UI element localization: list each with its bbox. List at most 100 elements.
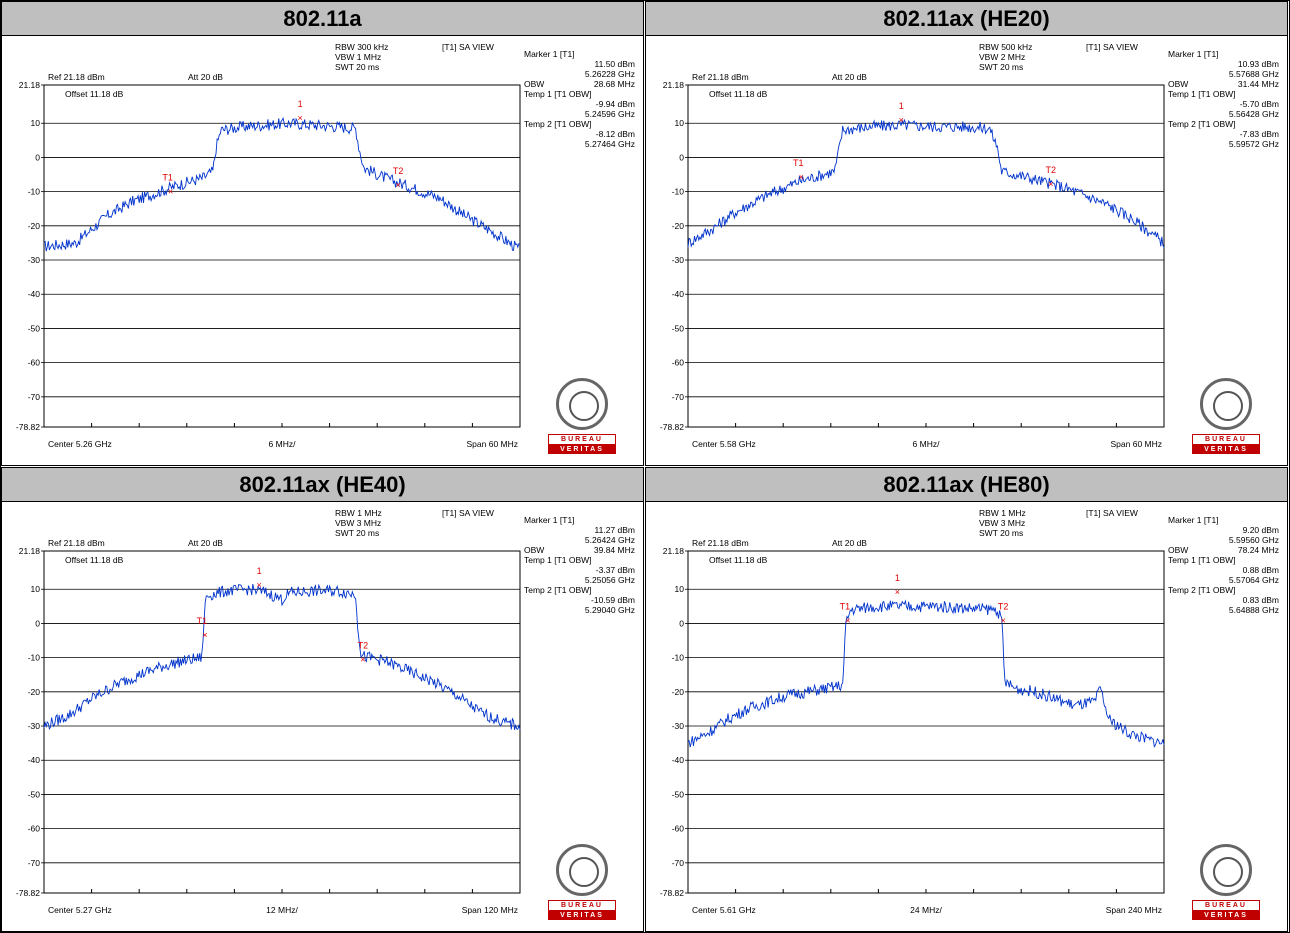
y-tick-label: -20 bbox=[672, 687, 685, 697]
view-label: [T1] SA VIEW bbox=[442, 508, 494, 518]
sweep-setting: VBW 3 MHz bbox=[979, 518, 1025, 528]
spectrum-panel-he20: 802.11ax (HE20) 21.18 10 0 -10 -20 -30 -40 -50 -… bbox=[645, 1, 1288, 466]
y-tick-label: -40 bbox=[672, 755, 685, 765]
y-tick-label: 21.18 bbox=[663, 80, 685, 90]
plot-body: 21.18 10 0 -10 -20 -30 -40 -50 -60 -70 -78.82 RBW 3… bbox=[2, 36, 643, 465]
marker-point: × bbox=[1000, 616, 1005, 626]
marker-readout-header: Temp 2 [T1 OBW] bbox=[524, 585, 592, 595]
sweep-setting: SWT 20 ms bbox=[979, 62, 1023, 72]
y-tick-label: -70 bbox=[672, 392, 685, 402]
marker-readout-header: Temp 1 [T1 OBW] bbox=[1168, 555, 1236, 565]
spectrum-plot: 21.18 10 0 -10 -20 -30 -40 -50 -60 -70 -78.82 RBW 5… bbox=[660, 42, 1279, 449]
marker-readout-value: 0.88 dBm bbox=[1243, 565, 1279, 575]
marker-readout-value: 9.20 dBm bbox=[1243, 525, 1279, 535]
panel-title: 802.11a bbox=[2, 2, 643, 36]
marker-readout-header: Marker 1 [T1] bbox=[524, 515, 575, 525]
y-tick-label: 0 bbox=[35, 152, 40, 162]
seal-icon bbox=[556, 844, 608, 896]
bureau-veritas-logo: BUREAU VERITAS bbox=[1192, 844, 1260, 920]
marker-readout-value: 5.26228 GHz bbox=[585, 69, 635, 79]
y-tick-label: -10 bbox=[672, 187, 685, 197]
freq-per-div-label: 6 MHz/ bbox=[913, 439, 941, 449]
seal-icon bbox=[1200, 844, 1252, 896]
y-tick-label: -78.82 bbox=[16, 888, 40, 898]
bureau-veritas-logo: BUREAU VERITAS bbox=[548, 844, 616, 920]
spectrum-trace bbox=[43, 583, 521, 730]
marker-readout-value: 5.29040 GHz bbox=[585, 605, 635, 615]
ref-label: Ref 21.18 dBm bbox=[692, 72, 749, 82]
obw-value: 78.24 MHz bbox=[1238, 545, 1279, 555]
plot-body: 21.18 10 0 -10 -20 -30 -40 -50 -60 -70 -78.82 RBW 1… bbox=[646, 502, 1287, 931]
y-tick-label: 10 bbox=[675, 584, 685, 594]
offset-label: Offset 11.18 dB bbox=[65, 89, 124, 99]
panel-title: 802.11ax (HE80) bbox=[646, 468, 1287, 502]
sweep-setting: VBW 2 MHz bbox=[979, 52, 1025, 62]
y-tick-label: -30 bbox=[672, 255, 685, 265]
marker-readout-value: 5.57064 GHz bbox=[1229, 575, 1279, 585]
marker-label: T2 bbox=[998, 602, 1009, 612]
marker-readout-header: Temp 2 [T1 OBW] bbox=[1168, 119, 1236, 129]
marker-readout-header: Temp 1 [T1 OBW] bbox=[1168, 89, 1236, 99]
att-label: Att 20 dB bbox=[188, 72, 223, 82]
y-tick-label: -60 bbox=[672, 358, 685, 368]
marker-readout-header: Marker 1 [T1] bbox=[1168, 49, 1219, 59]
center-freq-label: Center 5.61 GHz bbox=[692, 905, 756, 915]
offset-label: Offset 11.18 dB bbox=[709, 89, 768, 99]
view-label: [T1] SA VIEW bbox=[442, 42, 494, 52]
y-tick-label: -78.82 bbox=[660, 888, 684, 898]
marker-label: T2 bbox=[393, 166, 404, 176]
bureau-veritas-logo: BUREAU VERITAS bbox=[548, 378, 616, 454]
spectrum-trace bbox=[687, 599, 1165, 748]
sweep-setting: RBW 1 MHz bbox=[979, 508, 1026, 518]
att-label: Att 20 dB bbox=[188, 538, 223, 548]
y-tick-label: 0 bbox=[679, 152, 684, 162]
marker-point: × bbox=[799, 172, 804, 182]
y-tick-label: -10 bbox=[28, 653, 41, 663]
y-tick-label: -30 bbox=[28, 255, 41, 265]
span-label: Span 60 MHz bbox=[467, 439, 519, 449]
marker-readout-header: Temp 1 [T1 OBW] bbox=[524, 89, 592, 99]
plot-frame bbox=[687, 550, 1165, 894]
marker-readout-value: -10.59 dBm bbox=[591, 595, 635, 605]
marker-label: 1 bbox=[895, 573, 900, 583]
y-tick-label: -30 bbox=[28, 721, 41, 731]
marker-point: × bbox=[202, 630, 207, 640]
span-label: Span 60 MHz bbox=[1111, 439, 1163, 449]
y-tick-label: 0 bbox=[679, 618, 684, 628]
y-tick-label: -10 bbox=[28, 187, 41, 197]
marker-label: T2 bbox=[1045, 165, 1056, 175]
att-label: Att 20 dB bbox=[832, 538, 867, 548]
y-tick-label: 10 bbox=[31, 118, 41, 128]
att-label: Att 20 dB bbox=[832, 72, 867, 82]
y-tick-label: -50 bbox=[672, 323, 685, 333]
sweep-setting: RBW 1 MHz bbox=[335, 508, 382, 518]
marker-label: 1 bbox=[899, 101, 904, 111]
obw-label: OBW bbox=[524, 545, 544, 555]
y-tick-label: -20 bbox=[28, 687, 41, 697]
marker-readout-value: 5.25056 GHz bbox=[585, 575, 635, 585]
span-label: Span 120 MHz bbox=[462, 905, 518, 915]
marker-readout-header: Temp 2 [T1 OBW] bbox=[524, 119, 592, 129]
marker-point: × bbox=[899, 115, 904, 125]
marker-readout-value: 5.59572 GHz bbox=[1229, 139, 1279, 149]
marker-readout-value: 5.26424 GHz bbox=[585, 535, 635, 545]
offset-label: Offset 11.18 dB bbox=[65, 555, 124, 565]
view-label: [T1] SA VIEW bbox=[1086, 508, 1138, 518]
marker-readout-header: Marker 1 [T1] bbox=[524, 49, 575, 59]
spectrum-trace bbox=[687, 118, 1165, 248]
y-tick-label: -40 bbox=[28, 755, 41, 765]
y-tick-label: -50 bbox=[28, 789, 41, 799]
panel-title: 802.11ax (HE20) bbox=[646, 2, 1287, 36]
y-tick-label: -30 bbox=[672, 721, 685, 731]
marker-point: × bbox=[845, 615, 850, 625]
marker-readout-value: 5.24596 GHz bbox=[585, 109, 635, 119]
marker-readout-header: Temp 2 [T1 OBW] bbox=[1168, 585, 1236, 595]
y-tick-label: -78.82 bbox=[16, 422, 40, 432]
marker-readout-value: 5.27464 GHz bbox=[585, 139, 635, 149]
marker-point: × bbox=[257, 580, 262, 590]
view-label: [T1] SA VIEW bbox=[1086, 42, 1138, 52]
marker-readout-value: -5.70 dBm bbox=[1240, 99, 1279, 109]
obw-value: 39.84 MHz bbox=[594, 545, 635, 555]
y-tick-label: -20 bbox=[672, 221, 685, 231]
marker-readout-value: 5.57688 GHz bbox=[1229, 69, 1279, 79]
